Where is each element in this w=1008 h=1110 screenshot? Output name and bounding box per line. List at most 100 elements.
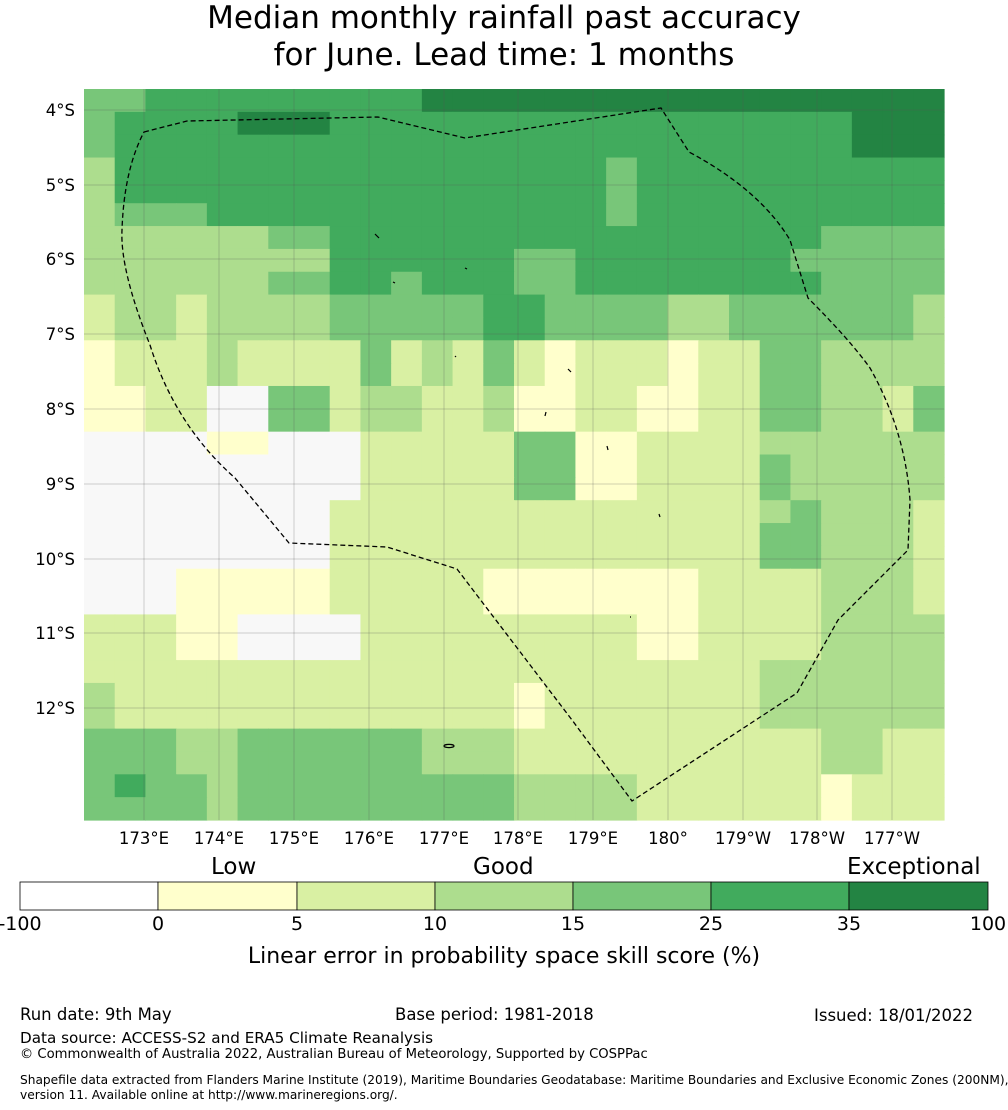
grid-cell bbox=[145, 134, 177, 159]
grid-cell bbox=[544, 408, 577, 433]
run-date: Run date: 9th May bbox=[20, 1005, 172, 1024]
grid-cell bbox=[514, 317, 546, 341]
grid-cell bbox=[606, 408, 638, 433]
grid-cell bbox=[821, 180, 853, 204]
grid-cell bbox=[729, 774, 761, 798]
grid-cell bbox=[636, 500, 669, 524]
grid-cell bbox=[421, 728, 454, 753]
grid-cell bbox=[544, 660, 577, 684]
grid-cell bbox=[329, 89, 362, 113]
grid-cell bbox=[729, 705, 761, 730]
grid-cell bbox=[913, 637, 945, 661]
grid-cell bbox=[176, 523, 208, 547]
grid-cell bbox=[636, 660, 669, 684]
grid-cell bbox=[391, 134, 423, 159]
grid-cell bbox=[268, 385, 300, 410]
grid-cell bbox=[913, 294, 945, 319]
grid-cell bbox=[483, 614, 515, 638]
grid-cell bbox=[821, 500, 853, 524]
grid-cell bbox=[667, 705, 699, 730]
grid-cell bbox=[851, 180, 884, 204]
grid-cell bbox=[84, 134, 116, 159]
grid-cell bbox=[667, 271, 699, 296]
grid-cell bbox=[514, 660, 546, 684]
grid-cell bbox=[299, 751, 331, 775]
grid-cell bbox=[483, 705, 515, 730]
longitude-labels: 173°E 174°E 175°E 176°E 177°E 178°E 179°E 180° 1… bbox=[119, 829, 920, 848]
grid-cell bbox=[606, 545, 638, 570]
grid-cell bbox=[176, 591, 208, 615]
longitude-label: 178°W bbox=[789, 829, 845, 848]
grid-cell bbox=[329, 774, 362, 798]
grid-cell bbox=[84, 477, 116, 501]
grid-cell bbox=[544, 317, 577, 341]
grid-cell bbox=[360, 797, 392, 821]
islands bbox=[374, 233, 661, 749]
grid-cell bbox=[206, 591, 239, 615]
grid-cell bbox=[636, 568, 669, 593]
grid-cell bbox=[913, 271, 945, 296]
grid-cell bbox=[391, 454, 423, 478]
grid-cell bbox=[759, 134, 792, 159]
grid-cell bbox=[114, 111, 147, 136]
grid-cell bbox=[145, 545, 177, 570]
grid-cell bbox=[575, 203, 607, 227]
grid-cell bbox=[483, 385, 515, 410]
grid-cell bbox=[360, 568, 392, 593]
grid-cell bbox=[790, 226, 822, 250]
legend-category-exceptional: Exceptional bbox=[847, 854, 981, 880]
grid-cell bbox=[544, 454, 577, 478]
grid-cell bbox=[206, 705, 239, 730]
grid-cell bbox=[483, 682, 515, 707]
grid-cell bbox=[636, 385, 669, 410]
grid-cell bbox=[575, 682, 607, 707]
grid-cell bbox=[606, 157, 638, 181]
grid-cell bbox=[575, 477, 607, 501]
grid-cell bbox=[421, 477, 454, 501]
grid-cell bbox=[790, 568, 822, 593]
grid-cell bbox=[114, 614, 147, 638]
grid-cell bbox=[821, 545, 853, 570]
grid-cell bbox=[821, 111, 853, 136]
grid-cell bbox=[913, 774, 945, 798]
grid-cell bbox=[636, 226, 669, 250]
grid-cell bbox=[667, 157, 699, 181]
grid-cell bbox=[636, 408, 669, 433]
grid-cell bbox=[851, 797, 884, 821]
grid-cell bbox=[268, 523, 300, 547]
grid-cell bbox=[851, 545, 884, 570]
grid-cell bbox=[268, 294, 300, 319]
grid-cell bbox=[913, 226, 945, 250]
grid-cell bbox=[636, 111, 669, 136]
grid-cell bbox=[851, 637, 884, 661]
grid-cell bbox=[145, 523, 177, 547]
grid-cell bbox=[84, 568, 116, 593]
grid-cell bbox=[483, 226, 515, 250]
grid-cell bbox=[575, 545, 607, 570]
grid-cell bbox=[698, 317, 730, 341]
grid-cell bbox=[851, 294, 884, 319]
grid-cell bbox=[483, 568, 515, 593]
base-period: Base period: 1981-2018 bbox=[395, 1005, 594, 1024]
grid-cell bbox=[237, 226, 269, 250]
grid-cell bbox=[452, 500, 484, 524]
grid-cell bbox=[268, 728, 300, 753]
grid-cell bbox=[575, 591, 607, 615]
grid-cell bbox=[299, 728, 331, 753]
grid-cell bbox=[145, 614, 177, 638]
grid-cell bbox=[483, 294, 515, 319]
grid-cell bbox=[206, 660, 239, 684]
longitude-label: 180° bbox=[648, 829, 688, 848]
grid-cell bbox=[452, 385, 484, 410]
data-source: Data source: ACCESS-S2 and ERA5 Climate … bbox=[20, 1029, 434, 1047]
grid-cell bbox=[759, 111, 792, 136]
grid-cell bbox=[452, 477, 484, 501]
grid-cell bbox=[698, 797, 730, 821]
grid-cell bbox=[176, 317, 208, 341]
grid-cell bbox=[483, 751, 515, 775]
grid-cell bbox=[237, 271, 269, 296]
grid-cell bbox=[759, 385, 792, 410]
grid-cell bbox=[575, 317, 607, 341]
grid-cell bbox=[452, 774, 484, 798]
grid-cell bbox=[729, 637, 761, 661]
